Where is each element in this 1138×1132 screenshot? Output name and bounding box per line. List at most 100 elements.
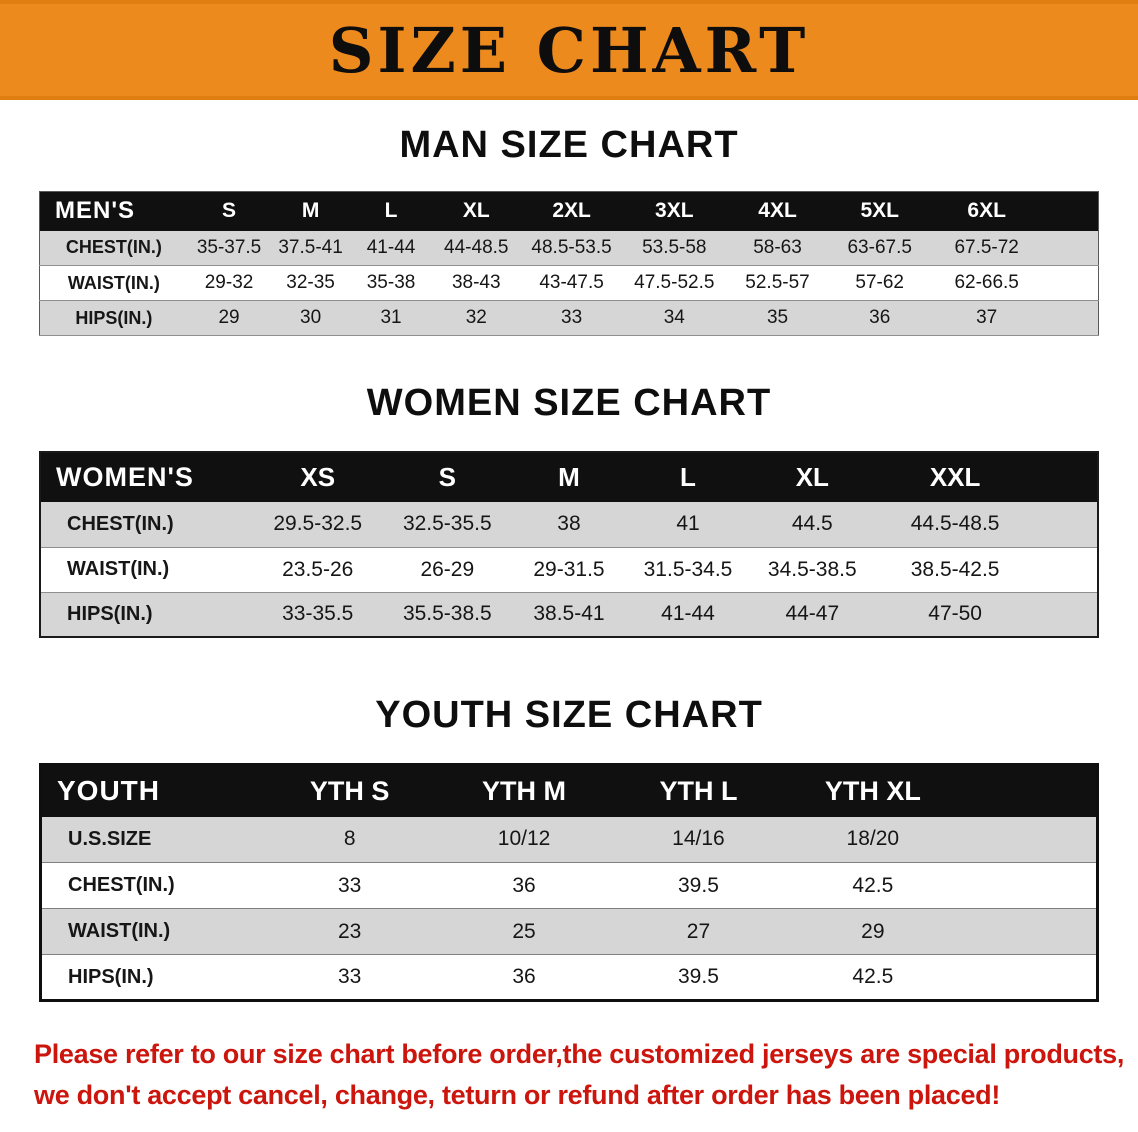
spacer-cell bbox=[1034, 547, 1098, 593]
women-section: WOMEN SIZE CHART WOMEN'S XS S M L XL XXL bbox=[0, 382, 1138, 638]
youth-size-col: YTH S bbox=[262, 764, 437, 817]
women-hips-cell: 44-47 bbox=[748, 592, 876, 638]
men-hips-row: HIPS(IN.) 29 30 31 32 33 34 35 36 37 bbox=[39, 300, 1099, 336]
women-header-row: WOMEN'S XS S M L XL XXL bbox=[40, 452, 1098, 502]
men-hips-cell: 35 bbox=[726, 300, 829, 336]
row-label: WAIST(IN.) bbox=[40, 547, 252, 593]
youth-chest-cell: 33 bbox=[262, 862, 437, 909]
men-waist-cell: 29-32 bbox=[187, 265, 271, 301]
men-hips-cell: 34 bbox=[621, 300, 727, 336]
men-hips-cell: 36 bbox=[828, 300, 932, 336]
youth-size-col: YTH XL bbox=[785, 764, 961, 817]
spacer-cell bbox=[1042, 265, 1099, 301]
men-size-table: MEN'S S M L XL 2XL 3XL 4XL 5XL 6XL CHEST… bbox=[39, 191, 1099, 336]
women-waist-cell: 29-31.5 bbox=[510, 547, 628, 593]
women-chest-cell: 38 bbox=[510, 502, 628, 548]
men-chest-cell: 67.5-72 bbox=[931, 230, 1043, 266]
youth-waist-cell: 29 bbox=[785, 908, 961, 955]
disclaimer-line-2: we don't accept cancel, change, teturn o… bbox=[34, 1079, 1001, 1110]
youth-table-title: YOUTH bbox=[40, 764, 263, 817]
men-waist-cell: 47.5-52.5 bbox=[621, 265, 727, 301]
men-size-col: 6XL bbox=[931, 191, 1043, 231]
youth-ussize-cell: 8 bbox=[262, 816, 437, 863]
youth-hips-cell: 33 bbox=[262, 954, 437, 1001]
men-chest-cell: 41-44 bbox=[350, 230, 432, 266]
men-chest-cell: 58-63 bbox=[726, 230, 829, 266]
women-hips-cell: 47-50 bbox=[875, 592, 1035, 638]
row-label: U.S.SIZE bbox=[40, 816, 263, 863]
row-label: HIPS(IN.) bbox=[40, 954, 263, 1001]
spacer-cell bbox=[960, 862, 1098, 909]
men-table-title: MEN'S bbox=[39, 191, 188, 231]
women-size-col: S bbox=[383, 452, 511, 502]
men-chest-cell: 44-48.5 bbox=[431, 230, 522, 266]
spacer-cell bbox=[1042, 230, 1099, 266]
disclaimer: Please refer to our size chart before or… bbox=[0, 1002, 1138, 1115]
men-waist-row: WAIST(IN.) 29-32 32-35 35-38 38-43 43-47… bbox=[39, 265, 1099, 301]
men-size-col: M bbox=[270, 191, 351, 231]
men-size-col: 4XL bbox=[726, 191, 829, 231]
women-heading: WOMEN SIZE CHART bbox=[366, 382, 772, 424]
spacer-cell bbox=[1034, 592, 1098, 638]
youth-waist-row: WAIST(IN.) 23 25 27 29 bbox=[40, 908, 1098, 955]
spacer-cell bbox=[1042, 300, 1099, 336]
men-chest-row: CHEST(IN.) 35-37.5 37.5-41 41-44 44-48.5… bbox=[39, 230, 1099, 266]
youth-chest-cell: 42.5 bbox=[785, 862, 961, 909]
women-chest-row: CHEST(IN.) 29.5-32.5 32.5-35.5 38 41 44.… bbox=[40, 502, 1098, 548]
women-chest-cell: 44.5-48.5 bbox=[875, 502, 1035, 548]
men-section: MAN SIZE CHART MEN'S S M L XL 2XL 3XL 4X… bbox=[0, 124, 1138, 336]
page-title: SIZE CHART bbox=[328, 13, 810, 87]
women-hips-cell: 33-35.5 bbox=[251, 592, 384, 638]
men-size-col: 2XL bbox=[521, 191, 622, 231]
women-chest-cell: 32.5-35.5 bbox=[383, 502, 511, 548]
spacer-cell bbox=[960, 764, 1098, 817]
women-hips-row: HIPS(IN.) 33-35.5 35.5-38.5 38.5-41 41-4… bbox=[40, 592, 1098, 638]
spacer-cell bbox=[960, 908, 1098, 955]
men-size-col: 3XL bbox=[621, 191, 727, 231]
women-waist-row: WAIST(IN.) 23.5-26 26-29 29-31.5 31.5-34… bbox=[40, 547, 1098, 593]
youth-waist-cell: 27 bbox=[611, 908, 786, 955]
youth-chest-cell: 39.5 bbox=[611, 862, 786, 909]
youth-hips-row: HIPS(IN.) 33 36 39.5 42.5 bbox=[40, 954, 1098, 1001]
youth-ussize-row: U.S.SIZE 8 10/12 14/16 18/20 bbox=[40, 816, 1098, 863]
women-hips-cell: 35.5-38.5 bbox=[383, 592, 511, 638]
women-size-col: XXL bbox=[875, 452, 1035, 502]
men-hips-cell: 37 bbox=[931, 300, 1043, 336]
men-size-col: XL bbox=[431, 191, 522, 231]
women-size-col: M bbox=[510, 452, 628, 502]
men-hips-cell: 32 bbox=[431, 300, 522, 336]
spacer-cell bbox=[1042, 191, 1099, 231]
women-waist-cell: 34.5-38.5 bbox=[748, 547, 876, 593]
women-hips-cell: 41-44 bbox=[627, 592, 749, 638]
women-size-col: XL bbox=[748, 452, 876, 502]
men-waist-cell: 32-35 bbox=[270, 265, 351, 301]
youth-hips-cell: 39.5 bbox=[611, 954, 786, 1001]
youth-size-col: YTH L bbox=[611, 764, 786, 817]
women-hips-cell: 38.5-41 bbox=[510, 592, 628, 638]
men-chest-cell: 48.5-53.5 bbox=[521, 230, 622, 266]
men-waist-cell: 43-47.5 bbox=[521, 265, 622, 301]
row-label: HIPS(IN.) bbox=[39, 300, 188, 336]
disclaimer-line-1: Please refer to our size chart before or… bbox=[34, 1039, 1125, 1069]
youth-chest-cell: 36 bbox=[436, 862, 612, 909]
men-chest-cell: 37.5-41 bbox=[270, 230, 351, 266]
women-waist-cell: 38.5-42.5 bbox=[875, 547, 1035, 593]
youth-size-col: YTH M bbox=[436, 764, 612, 817]
youth-size-table: YOUTH YTH S YTH M YTH L YTH XL U.S.SIZE … bbox=[39, 763, 1099, 1002]
row-label: CHEST(IN.) bbox=[39, 230, 188, 266]
men-hips-cell: 33 bbox=[521, 300, 622, 336]
men-hips-cell: 30 bbox=[270, 300, 351, 336]
youth-waist-cell: 23 bbox=[262, 908, 437, 955]
women-chest-cell: 29.5-32.5 bbox=[251, 502, 384, 548]
youth-ussize-cell: 18/20 bbox=[785, 816, 961, 863]
men-hips-cell: 31 bbox=[350, 300, 432, 336]
youth-header-row: YOUTH YTH S YTH M YTH L YTH XL bbox=[40, 764, 1098, 817]
youth-section: YOUTH SIZE CHART YOUTH YTH S YTH M YTH L… bbox=[0, 694, 1138, 1002]
men-chest-cell: 53.5-58 bbox=[621, 230, 727, 266]
spacer-cell bbox=[960, 816, 1098, 863]
spacer-cell bbox=[1034, 502, 1098, 548]
youth-ussize-cell: 14/16 bbox=[611, 816, 786, 863]
men-size-col: 5XL bbox=[828, 191, 932, 231]
women-waist-cell: 26-29 bbox=[383, 547, 511, 593]
